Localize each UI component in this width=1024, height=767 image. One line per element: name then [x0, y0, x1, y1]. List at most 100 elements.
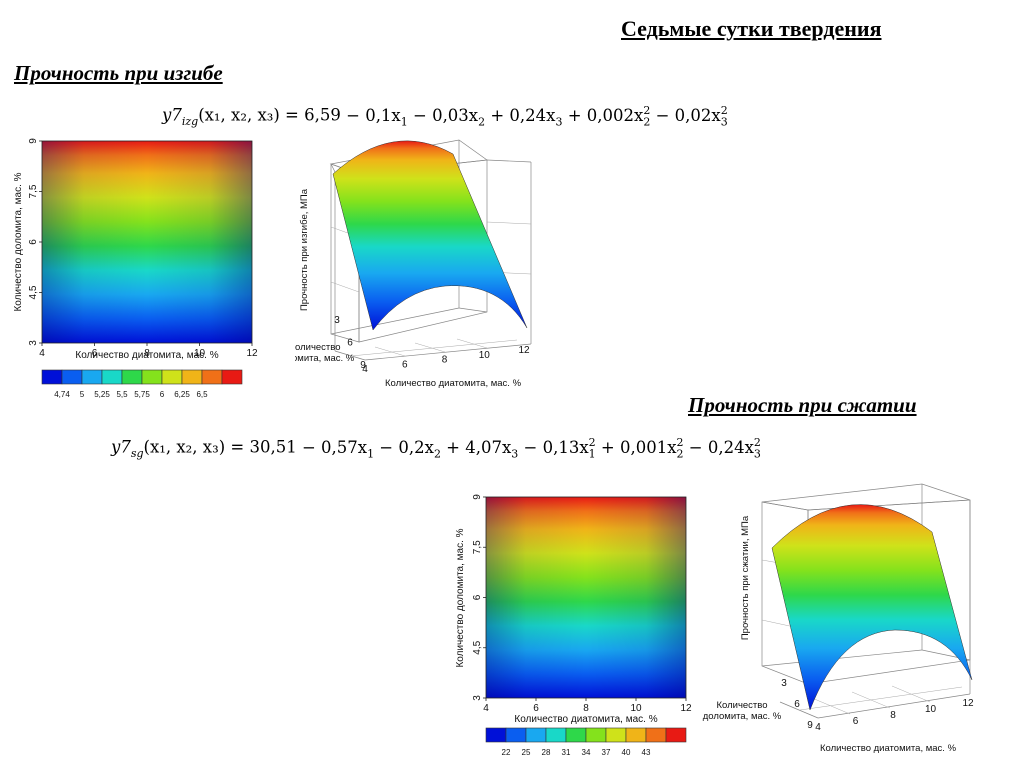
legend-label: 43	[642, 748, 651, 757]
legend-swatch	[525, 727, 547, 743]
x-tick-label: 10	[194, 348, 206, 359]
formula-term: + 0,002x22	[562, 104, 651, 128]
formula-term-sup: 2	[753, 436, 761, 449]
formula-term-sub: 2	[676, 446, 684, 460]
x-tick-label: 6	[402, 359, 408, 370]
formula-term-coef: − 0,2x	[374, 437, 434, 457]
x-tick-label: 8	[144, 348, 150, 359]
legend-swatch	[81, 369, 103, 385]
surface-y-label-line: доломита, мас. %	[703, 711, 782, 722]
heatmap-legend: 4,74 5 5,25 5,5 5,75 6 6,25 6,5	[41, 369, 243, 399]
formula-term-coef: + 0,002x	[562, 105, 644, 125]
legend-swatch	[645, 727, 667, 743]
x-tick-label: 4	[362, 364, 368, 375]
heatmap-flexural: 4 6 8 10 12 3 4,5 6 7,5 9 Количество диатомита, …	[13, 138, 258, 399]
legend-label: 5,25	[94, 390, 110, 399]
surface-y-label-line: Количество	[295, 342, 341, 353]
surface-y-label-line: Количество	[716, 700, 767, 711]
y-tick-label: 7,5	[28, 184, 39, 198]
formula-term-sup: 2	[676, 436, 684, 449]
legend-label: 22	[502, 748, 511, 757]
formula-lhs: y7	[111, 437, 131, 457]
legend-label: 28	[542, 748, 551, 757]
formula-term-coef: − 0,57x	[296, 437, 368, 457]
formula-term-sub: 2	[478, 114, 486, 128]
formula-term-coef: − 0,02x	[650, 105, 721, 125]
legend-label: 6,5	[196, 390, 208, 399]
legend-swatch	[505, 727, 527, 743]
legend-swatch	[605, 727, 627, 743]
surface-x-ticks: 4 6 8 10 12	[815, 698, 974, 733]
heatmap-y-label: Количество доломита, мас. %	[455, 528, 466, 667]
legend-swatch	[665, 727, 687, 743]
heatmap-legend: 22 25 28 31 34 37 40 43	[485, 727, 687, 757]
legend-swatch	[221, 369, 243, 385]
x-tick-label: 6	[92, 348, 98, 359]
formula-compressive: y7sg(x₁, x₂, x₃) = 30,51 − 0,57x1 − 0,2x…	[111, 436, 761, 460]
heatmap-y-ticks: 3 4,5 6 7,5 9	[472, 494, 486, 701]
formula-term-coef: 6,59	[304, 105, 341, 125]
surface-y-ticks: 369	[781, 678, 813, 731]
x-tick-label: 8	[890, 710, 896, 721]
formula-term: − 0,03x2	[407, 105, 486, 128]
formula-term: + 0,24x3	[485, 106, 563, 128]
formula-term-sub: 1	[400, 114, 408, 128]
y-tick-label: 9	[360, 360, 366, 371]
formula-term-sub: 2	[643, 114, 651, 128]
formula-term-sup: 2	[643, 104, 651, 117]
legend-swatch	[161, 369, 183, 385]
formula-lhs-sub: izg	[181, 114, 199, 128]
legend-swatch	[141, 369, 163, 385]
legend-label: 31	[562, 748, 571, 757]
formula-term: + 4,07x3	[441, 438, 518, 460]
heatmap-x-ticks: 4 6 8 10 12	[39, 343, 258, 359]
formula-term: − 0,57x1	[296, 437, 374, 460]
x-tick-label: 10	[925, 704, 937, 715]
legend-swatch	[41, 369, 63, 385]
heatmap-x-label: Количество диатомита, мас. %	[514, 714, 657, 725]
y-tick-label: 9	[472, 494, 483, 500]
heatmap-plot-area	[41, 140, 253, 344]
legend-label: 4,74	[54, 390, 70, 399]
y-tick-label: 6	[28, 239, 39, 245]
legend-label: 34	[582, 748, 591, 757]
legend-swatch	[61, 369, 83, 385]
section-title-compressive: Прочность при сжатии	[688, 393, 917, 417]
heatmap-x-ticks: 4 6 8 10 12	[483, 698, 692, 714]
formula-term: − 0,2x2	[374, 437, 441, 460]
formula-lhs: y7	[162, 105, 182, 125]
y-tick-label: 3	[28, 340, 39, 346]
surface-mesh	[332, 140, 528, 331]
y-tick-label: 6	[347, 338, 353, 349]
y-tick-label: 3	[781, 678, 787, 689]
formula-term-coef: − 0,03x	[407, 105, 479, 125]
formula-flexural: y7izg(x₁, x₂, x₃) = 6,59 − 0,1x1 − 0,03x…	[162, 104, 728, 128]
x-tick-label: 4	[815, 722, 821, 733]
heatmap-compressive: 4 6 8 10 12 3 4,5 6 7,5 9 Количество диатомита, …	[455, 494, 692, 757]
formula-term-sub: 3	[555, 114, 563, 128]
y-tick-label: 7,5	[472, 540, 483, 554]
surface-x-ticks: 4 6 8 10 12	[362, 345, 530, 375]
surface-y-label-line: доломита, мас. %	[295, 353, 355, 364]
formula-term: 30,51	[249, 438, 296, 457]
surface-z-label: Прочность при изгибе, МПа	[299, 188, 310, 311]
surface-flexural: 4 6 8 10 12 369 Прочность при изгибе, МПа Ко…	[295, 139, 532, 389]
formula-term-coef: − 0,1x	[340, 105, 401, 125]
legend-swatch	[201, 369, 223, 385]
legend-label: 5,75	[134, 390, 150, 399]
legend-swatch	[485, 727, 507, 743]
legend-swatch	[181, 369, 203, 385]
surface-z-label: Прочность при сжатии, МПа	[740, 515, 751, 640]
formula-term-coef: + 0,001x	[595, 437, 677, 457]
formula-term-coef: − 0,24x	[683, 437, 754, 457]
legend-swatch	[101, 369, 123, 385]
legend-label: 6,25	[174, 390, 190, 399]
x-tick-label: 4	[39, 348, 45, 359]
legend-label: 5,5	[116, 390, 128, 399]
x-tick-label: 12	[962, 698, 974, 709]
formula-term-coef: 30,51	[249, 437, 297, 457]
formula-args: (x₁, x₂, x₃) =	[198, 105, 305, 125]
surface-mesh	[771, 504, 973, 711]
